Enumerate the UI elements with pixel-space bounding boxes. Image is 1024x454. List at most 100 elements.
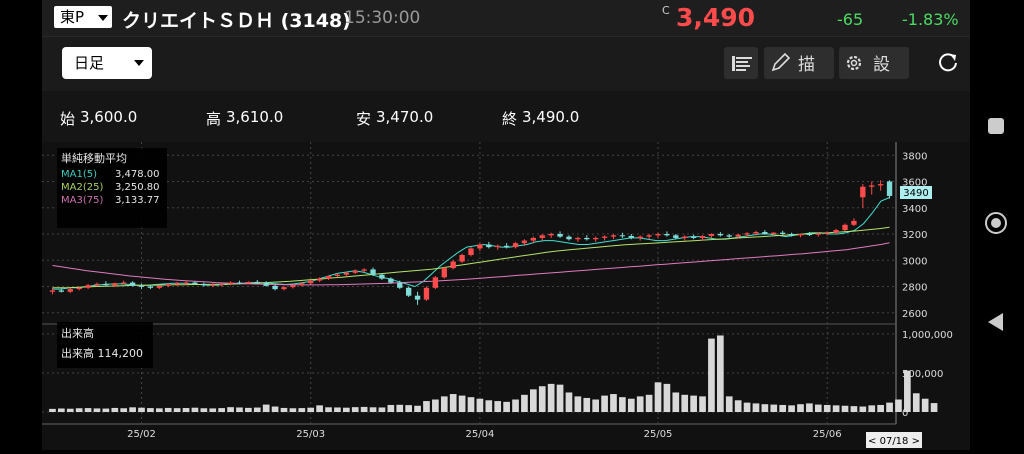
candle-body [343, 272, 349, 275]
volume-bar [895, 399, 902, 412]
settings-button[interactable]: 設定 [839, 47, 909, 79]
volume-bar [841, 405, 849, 412]
period-select[interactable]: 日足 [62, 47, 152, 79]
ma-legend-title: 単純移動平均 [61, 152, 127, 165]
candle-body [254, 281, 260, 283]
volume-bar [752, 403, 760, 412]
candle-body [877, 184, 884, 186]
volume-bar [414, 405, 421, 412]
volume-bar [396, 404, 404, 412]
candle-body [379, 274, 385, 279]
close-mark: C [662, 4, 670, 17]
volume-bar [120, 408, 128, 412]
price-volume-chart[interactable]: 2600 2800 3000 3200 3400 3600 3800 0 500,000 1,00… [42, 142, 1020, 450]
volume-legend: 出来高 出来高 114,200 [57, 322, 153, 368]
candle-body [192, 282, 198, 284]
volume-bar [877, 404, 884, 412]
pencil-icon [771, 52, 791, 72]
candle-body [299, 283, 305, 286]
candle-body [138, 285, 145, 287]
volume-bar [342, 407, 350, 412]
candle-body [726, 235, 732, 237]
volume-bar [432, 399, 439, 412]
candle-body [112, 283, 118, 286]
candle-body [673, 235, 679, 238]
volume-bar [663, 383, 671, 412]
volume-bar [654, 382, 662, 412]
volume-bar [245, 407, 252, 412]
draw-label: 描画 [798, 55, 825, 75]
volume-bar [485, 400, 493, 412]
candle-body [94, 283, 100, 286]
volume-bar [717, 335, 724, 412]
ma-legend-item: MA1(5) 3,478.00 [57, 168, 167, 181]
low-label: 安 [356, 110, 372, 128]
back-icon[interactable] [988, 313, 1003, 331]
volume-bar [592, 399, 600, 412]
volume-bar [280, 407, 288, 412]
volume-bar [904, 370, 911, 412]
price-tick-label: 3800 [902, 151, 927, 162]
refresh-button[interactable] [937, 51, 959, 78]
volume-bar [690, 395, 697, 412]
volume-bar [66, 408, 74, 412]
chart-area[interactable]: 2600 2800 3000 3200 3400 3600 3800 0 500,000 1,00… [42, 142, 1020, 450]
chart-toolbar: 日足 描画 設定 [42, 37, 970, 91]
current-price: 3,490 [676, 3, 756, 32]
volume-bar [912, 393, 920, 412]
close-label: 終 [502, 110, 518, 128]
candle-body [664, 234, 670, 236]
candle-body [815, 233, 821, 235]
volume-bar [832, 405, 840, 412]
candle-body [414, 295, 421, 300]
draw-button[interactable]: 描画 [764, 47, 834, 79]
market-select[interactable]: 東P [54, 6, 112, 28]
volume-label: 出来高 [61, 347, 94, 360]
date-tick-label: 25/06 [813, 429, 842, 440]
home-icon[interactable] [985, 212, 1007, 234]
volume-bar [138, 407, 145, 412]
volume-bar [886, 402, 893, 412]
volume-bar [636, 396, 644, 412]
market-label: 東P [60, 8, 85, 26]
volume-bar [387, 404, 395, 412]
volume-bar [253, 407, 261, 412]
candle-body [58, 290, 65, 292]
candle-body [227, 282, 234, 284]
candle-body [575, 237, 581, 240]
volume-bar [672, 392, 680, 412]
volume-bar [645, 394, 653, 412]
volume-bar [850, 406, 858, 412]
date-tick-label: 25/03 [296, 429, 325, 440]
candle-body [503, 245, 510, 248]
candle-body [584, 237, 590, 240]
candle-body [593, 237, 599, 240]
last-price-text: 3490 [903, 188, 928, 199]
recent-apps-icon[interactable] [988, 118, 1004, 134]
date-tag[interactable]: < 07/18 > [866, 432, 922, 448]
app-window: 東P クリエイトＳＤＨ (3148) 15:30:00 C 3,490 -65 … [42, 0, 1020, 450]
candle-body [637, 236, 643, 238]
candle-body [334, 274, 341, 276]
volume-bars [49, 335, 938, 412]
volume-bar [334, 407, 341, 412]
candle-body [557, 234, 563, 237]
candle-body [388, 278, 394, 283]
volume-bar [218, 408, 225, 412]
volume-bar [476, 398, 484, 412]
candle-body [539, 235, 545, 238]
candle-body [806, 234, 813, 235]
price-tick-label: 2800 [902, 283, 927, 294]
candle-body [682, 236, 688, 238]
candle-body [797, 234, 804, 236]
candle-body [423, 287, 430, 300]
volume-bar [788, 405, 795, 412]
candle-body [236, 282, 243, 284]
indicator-list-button[interactable] [724, 47, 758, 79]
volume-bar [369, 407, 377, 412]
volume-bar [565, 392, 573, 412]
volume-bar [164, 407, 172, 412]
volume-bar [209, 408, 217, 412]
volume-bar [823, 404, 831, 412]
ma-legend: 単純移動平均 MA1(5) 3,478.00 MA2(25) 3,250.80 MA… [57, 148, 167, 228]
